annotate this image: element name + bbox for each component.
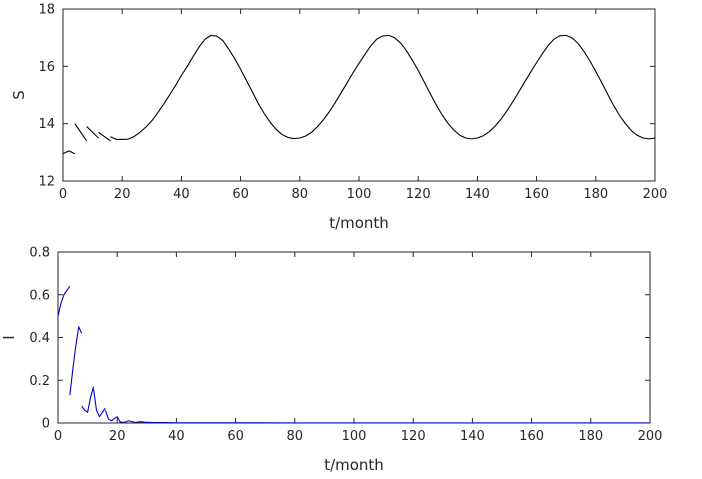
x-tick-label: 120 — [406, 187, 431, 202]
y-axis-label: I — [0, 335, 18, 339]
series-line-i — [57, 285, 71, 317]
x-tick-label: 0 — [59, 187, 67, 202]
x-tick-label: 180 — [583, 187, 608, 202]
x-tick-label: 0 — [54, 429, 62, 444]
x-tick-label: 120 — [401, 429, 426, 444]
series-line-s — [74, 123, 88, 142]
x-tick-label: 200 — [638, 429, 663, 444]
series-line-i — [104, 410, 118, 422]
x-tick-label: 40 — [168, 429, 185, 444]
x-tick-label: 20 — [114, 187, 131, 202]
series-line-i — [81, 386, 95, 413]
x-tick-label: 160 — [519, 429, 544, 444]
x-tick-label: 160 — [524, 187, 549, 202]
x-tick-label: 140 — [460, 429, 485, 444]
x-tick-label: 180 — [578, 429, 603, 444]
chart-s: 0 20 40 60 80 100 120 140 160 180 200 12 14 16 18 t/mon… — [10, 3, 667, 233]
x-tick-label: 60 — [232, 187, 249, 202]
series-line-s — [62, 150, 76, 155]
y-tick-label: 0 — [42, 417, 50, 432]
x-axis-label: t/month — [329, 214, 389, 232]
y-tick-label: 0.4 — [29, 331, 50, 346]
series-line-s — [98, 131, 111, 142]
x-tick-label: 20 — [109, 429, 126, 444]
series-line-i — [92, 388, 106, 418]
y-tick-label: 0.6 — [29, 288, 50, 303]
y-axis-label: S — [10, 90, 28, 100]
plot-frame — [62, 8, 656, 182]
x-tick-label: 140 — [465, 187, 490, 202]
x-tick-label: 100 — [342, 429, 367, 444]
x-tick-label: 100 — [347, 187, 372, 202]
y-tick-label: 0.8 — [29, 246, 50, 261]
plot-frame — [57, 251, 651, 424]
x-tick-label: 40 — [173, 187, 190, 202]
series-line-i — [116, 416, 130, 423]
series-line-i — [69, 326, 83, 396]
series-line-s — [86, 126, 99, 139]
x-tick-label: 80 — [292, 187, 309, 202]
x-tick-label: 60 — [227, 429, 244, 444]
x-tick-label: 200 — [643, 187, 668, 202]
series-line-i — [128, 420, 650, 424]
y-tick-label: 0.2 — [29, 374, 50, 389]
y-tick-label: 16 — [38, 60, 55, 75]
y-tick-label: 12 — [38, 175, 55, 190]
x-axis-label: t/month — [324, 456, 384, 474]
y-tick-label: 14 — [38, 117, 55, 132]
y-tick-label: 18 — [38, 3, 55, 18]
chart-i: 0 20 40 60 80 100 120 140 160 180 200 0 0.2 0.4 0.6 0.8… — [0, 246, 662, 475]
x-tick-label: 80 — [287, 429, 304, 444]
series-line-s — [110, 34, 656, 140]
